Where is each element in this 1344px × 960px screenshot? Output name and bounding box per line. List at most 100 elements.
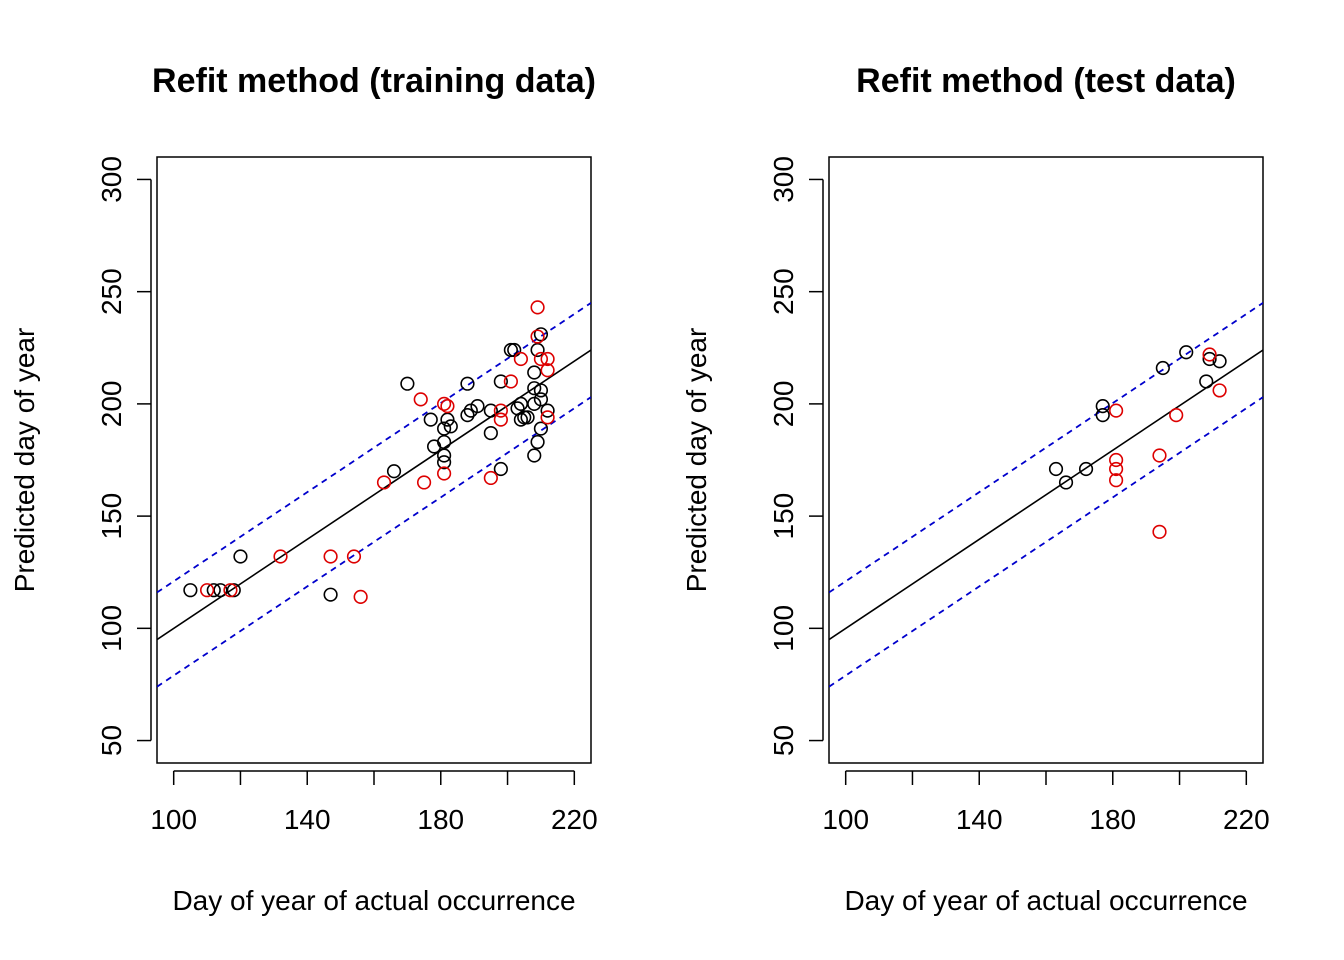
data-point-black xyxy=(503,342,518,358)
y-tick-label: 200 xyxy=(96,381,127,428)
data-point-black xyxy=(527,365,542,380)
data-point-black xyxy=(1199,374,1214,389)
plot-frame xyxy=(828,156,1264,764)
data-point-red xyxy=(437,396,452,411)
data-point-black xyxy=(183,583,198,598)
data-point-black xyxy=(1058,475,1074,490)
y-tick-label: 300 xyxy=(96,156,127,203)
data-point-black xyxy=(493,461,508,477)
prediction-interval-line xyxy=(157,302,591,594)
x-tick-label: 220 xyxy=(551,804,598,835)
data-point-black xyxy=(533,383,549,398)
data-point-red xyxy=(513,351,528,367)
data-point-red xyxy=(503,374,518,389)
data-point-black xyxy=(530,434,545,450)
data-point-black xyxy=(460,408,475,423)
data-point-red xyxy=(493,403,508,418)
data-point-red xyxy=(493,412,508,427)
data-point-black xyxy=(1179,345,1194,360)
data-point-black xyxy=(513,412,528,427)
data-point-red xyxy=(540,351,555,367)
data-point-red xyxy=(413,392,428,407)
data-point-black xyxy=(507,342,522,358)
prediction-interval-line xyxy=(829,396,1263,688)
data-point-red xyxy=(540,410,555,425)
data-point-red xyxy=(323,549,338,564)
data-point-black xyxy=(206,583,221,598)
data-point-black xyxy=(470,399,485,414)
y-axis-label: Predicted day of year xyxy=(9,328,40,593)
data-point-red xyxy=(540,363,555,378)
reference-lines xyxy=(157,302,591,688)
data-point-black xyxy=(437,455,452,470)
data-point-red xyxy=(1202,347,1217,362)
x-tick-label: 180 xyxy=(417,804,464,835)
x-tick-label: 100 xyxy=(150,804,197,835)
plot-frame xyxy=(156,156,592,764)
data-point-black xyxy=(1048,461,1064,477)
data-point-black xyxy=(1078,461,1094,477)
data-point-black xyxy=(533,392,549,407)
data-point-black xyxy=(493,374,508,389)
data-point-red xyxy=(376,475,392,490)
y-tick-label: 100 xyxy=(768,605,799,652)
data-point-red xyxy=(223,583,238,598)
fit-line xyxy=(829,349,1263,641)
data-point-red xyxy=(416,475,432,490)
data-point-red xyxy=(1152,524,1167,539)
y-tick-label: 50 xyxy=(96,725,127,756)
y-tick-label: 150 xyxy=(96,493,127,540)
data-point-black xyxy=(527,448,542,463)
prediction-interval-line xyxy=(157,396,591,688)
data-point-red xyxy=(530,329,545,344)
data-point-red xyxy=(1109,452,1124,468)
x-tick-label: 220 xyxy=(1223,804,1270,835)
reference-lines xyxy=(829,302,1263,688)
y-tick-label: 250 xyxy=(768,268,799,315)
data-point-black xyxy=(386,464,402,479)
panel-test: Refit method (test data) Day of year of … xyxy=(681,62,1270,916)
y-tick-label: 100 xyxy=(96,605,127,652)
data-point-black xyxy=(440,412,455,427)
panel-training: Refit method (training data) Day of year… xyxy=(9,62,598,916)
data-point-black xyxy=(1202,351,1217,367)
data-point-black xyxy=(520,410,535,425)
data-point-black xyxy=(517,410,532,425)
data-point-black xyxy=(233,549,248,564)
prediction-interval-line xyxy=(829,302,1263,594)
y-axis-label: Predicted day of year xyxy=(681,328,712,593)
data-point-black xyxy=(1095,408,1110,423)
y-tick-label: 150 xyxy=(768,493,799,540)
data-point-red xyxy=(1109,473,1124,488)
data-point-red xyxy=(273,549,288,564)
data-point-black xyxy=(483,403,498,418)
data-point-black xyxy=(443,419,458,434)
data-point-red xyxy=(1152,448,1167,463)
data-point-red xyxy=(483,470,498,486)
data-point-red xyxy=(1109,461,1124,477)
data-point-black xyxy=(323,587,338,602)
data-point-black xyxy=(483,425,498,441)
data-point-red xyxy=(533,351,549,367)
data-point-red xyxy=(1109,403,1124,418)
data-point-black xyxy=(530,342,545,358)
data-point-red xyxy=(440,399,455,414)
chart-title: Refit method (training data) xyxy=(152,62,596,100)
data-point-black xyxy=(437,434,452,450)
data-point-red xyxy=(1169,408,1184,423)
x-tick-label: 100 xyxy=(822,804,869,835)
data-point-black xyxy=(527,381,542,396)
x-tick-label: 180 xyxy=(1089,804,1136,835)
data-point-black xyxy=(533,421,549,436)
data-point-red xyxy=(1212,383,1227,398)
data-point-red xyxy=(199,583,215,598)
data-point-red xyxy=(353,589,368,605)
chart-title: Refit method (test data) xyxy=(856,62,1236,100)
y-tick-label: 300 xyxy=(768,156,799,203)
data-point-black xyxy=(400,376,415,391)
data-point-black xyxy=(1155,360,1170,376)
y-tick-label: 250 xyxy=(96,268,127,315)
x-tick-label: 140 xyxy=(284,804,331,835)
y-tick-label: 50 xyxy=(768,725,799,756)
